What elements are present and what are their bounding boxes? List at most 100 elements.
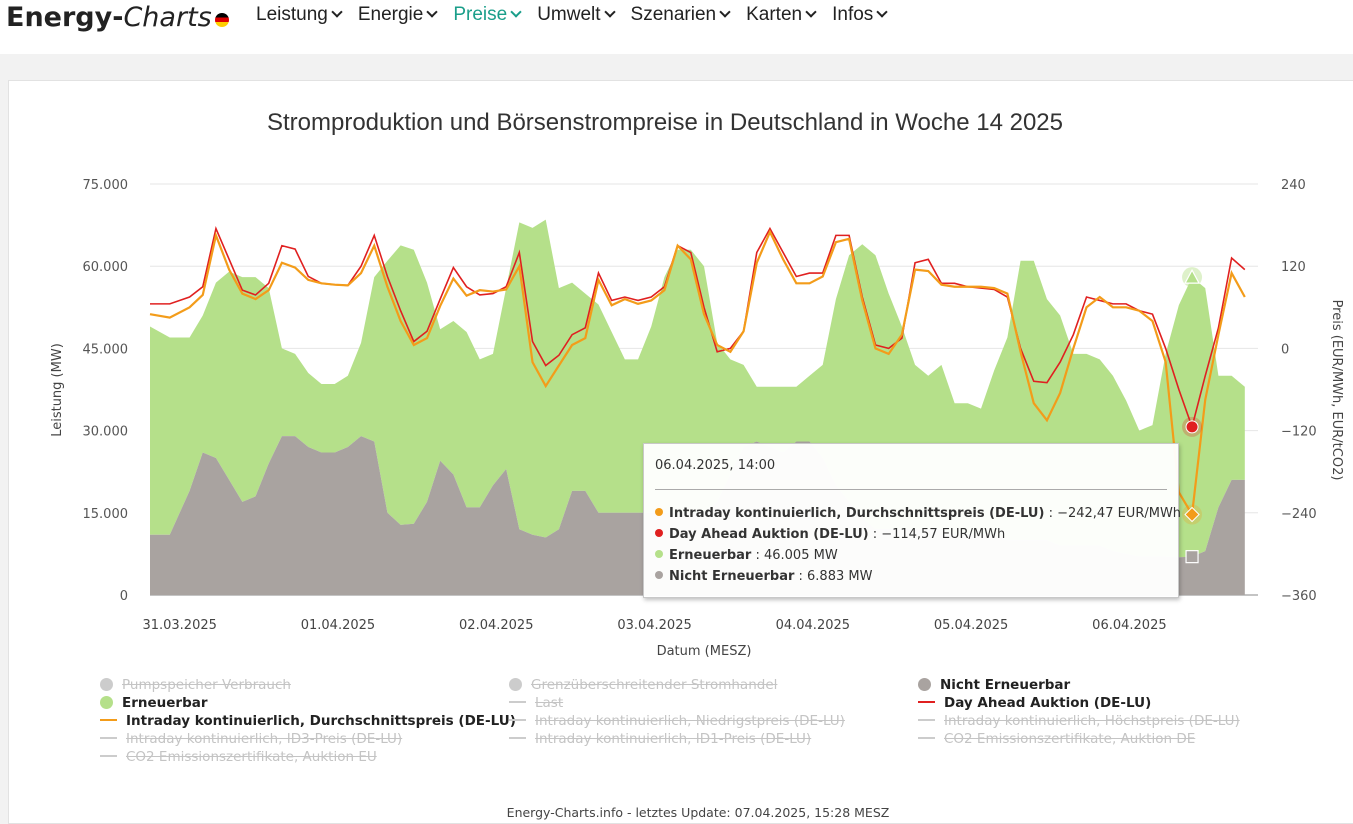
chart-title: Stromproduktion und Börsenstrompreise in… (267, 109, 1063, 136)
legend-line-icon (509, 701, 526, 703)
legend-dot-icon (918, 678, 931, 691)
menu-item-label: Energie (357, 4, 424, 25)
legend-item[interactable]: CO2 Emissionszertifikate, Auktion EU (100, 749, 377, 765)
x-axis-label: Datum (MESZ) (657, 644, 752, 659)
menu-item-leistung[interactable]: Leistung (256, 4, 343, 26)
tooltip-series-value: : 6.883 MW (794, 569, 873, 584)
menu-item-umwelt[interactable]: Umwelt (537, 4, 616, 26)
menu-item-label: Szenarien (630, 4, 717, 25)
legend-line-icon (509, 719, 526, 721)
menu-item-label: Umwelt (537, 4, 601, 25)
hover-marker-intraday (1184, 506, 1200, 523)
y-tick-label-right: 120 (1281, 260, 1306, 275)
x-tick-label: 31.03.2025 (142, 618, 216, 633)
menu-item-karten[interactable]: Karten (746, 4, 817, 26)
menu-item-energie[interactable]: Energie (357, 4, 439, 26)
menu-item-infos[interactable]: Infos (832, 4, 888, 26)
tooltip-series-dot-icon (655, 529, 663, 537)
legend-dot-icon (100, 678, 113, 691)
legend-item[interactable]: Intraday kontinuierlich, Niedrigstpreis … (509, 713, 845, 729)
legend-line-icon (509, 737, 526, 739)
menu-item-label: Leistung (256, 4, 328, 25)
menu-item-label: Preise (453, 4, 508, 25)
legend-item[interactable]: Pumpspeicher Verbrauch (100, 677, 291, 693)
legend-label: Day Ahead Auktion (DE-LU) (944, 695, 1152, 711)
hover-marker-nicht-erneuerbar (1185, 550, 1199, 564)
y-tick-label-right: −360 (1281, 589, 1317, 604)
legend-item[interactable]: Grenzüberschreitender Stromhandel (509, 677, 777, 693)
legend-label: CO2 Emissionszertifikate, Auktion EU (126, 749, 377, 765)
legend-label: Nicht Erneuerbar (940, 677, 1071, 693)
y-tick-label-left: 45.000 (83, 342, 129, 357)
main-menu: Leistung Energie Preise Umwelt Szenarien Kart… (256, 4, 903, 26)
legend-line-icon (918, 719, 935, 721)
footer-update-info: Energy-Charts.info - letztes Update: 07.… (506, 805, 890, 820)
tooltip-row: Intraday kontinuierlich, Durchschnittspr… (655, 506, 1181, 521)
legend-label: Last (535, 695, 564, 711)
y-tick-label-left: 15.000 (83, 507, 129, 522)
tooltip-row: Erneuerbar : 46.005 MW (655, 548, 838, 563)
y-axis-label-right: Preis (EUR/MWh, EUR/tCO2) (1329, 300, 1344, 481)
tooltip-series-value: : −242,47 EUR/MWh (1044, 506, 1182, 521)
tooltip-series-name: Nicht Erneuerbar (669, 569, 795, 584)
tooltip-row: Nicht Erneuerbar : 6.883 MW (655, 569, 872, 584)
y-axis-label-left: Leistung (MW) (50, 343, 65, 437)
legend-item[interactable]: CO2 Emissionszertifikate, Auktion DE (918, 731, 1195, 747)
legend-label: Erneuerbar (122, 695, 208, 711)
y-tick-label-left: 0 (120, 589, 128, 604)
legend-label: Intraday kontinuierlich, Höchstpreis (DE… (944, 713, 1240, 729)
german-flag-icon (214, 13, 229, 27)
legend-item[interactable]: Intraday kontinuierlich, Höchstpreis (DE… (918, 713, 1240, 729)
chart-tooltip: 06.04.2025, 14:00 Intraday kontinuierlic… (643, 443, 1181, 598)
legend-label: CO2 Emissionszertifikate, Auktion DE (944, 731, 1196, 747)
y-tick-label-left: 75.000 (83, 178, 129, 193)
legend-line-icon (100, 737, 117, 739)
tooltip-series-dot-icon (655, 571, 663, 579)
tooltip-series-name: Erneuerbar (669, 548, 752, 563)
hover-marker-erneuerbar (1184, 268, 1201, 284)
y-tick-label-left: 60.000 (83, 260, 129, 275)
y-tick-label-left: 30.000 (83, 425, 129, 440)
legend-line-icon (100, 755, 117, 757)
legend-item[interactable]: Intraday kontinuierlich, Durchschnittspr… (100, 713, 516, 729)
legend-item[interactable]: Intraday kontinuierlich, ID1-Preis (DE-L… (509, 731, 811, 747)
site-logo[interactable]: Energy-Charts (6, 2, 229, 33)
menu-item-label: Infos (832, 4, 874, 25)
logo-dash: - (112, 2, 124, 33)
tooltip-header: 06.04.2025, 14:00 (655, 458, 776, 473)
legend-label: Grenzüberschreitender Stromhandel (531, 677, 778, 693)
x-tick-label: 04.04.2025 (776, 618, 850, 633)
x-tick-label: 03.04.2025 (617, 618, 691, 633)
series-line-intraday-avg (149, 229, 1246, 518)
tooltip-series-name: Day Ahead Auktion (DE-LU) (669, 527, 869, 542)
legend-item[interactable]: Day Ahead Auktion (DE-LU) (918, 695, 1151, 711)
tooltip-separator (655, 489, 1167, 490)
logo-bold: Energy (6, 2, 113, 33)
menu-item-preise[interactable]: Preise (453, 4, 522, 26)
y-tick-label-right: −120 (1281, 425, 1317, 440)
legend-label: Intraday kontinuierlich, ID3-Preis (DE-L… (126, 731, 403, 747)
y-tick-label-right: −240 (1281, 507, 1317, 522)
legend-item[interactable]: Intraday kontinuierlich, ID3-Preis (DE-L… (100, 731, 402, 747)
logo-italic: Charts (123, 2, 212, 33)
legend-label: Intraday kontinuierlich, ID1-Preis (DE-L… (535, 731, 812, 747)
y-tick-label-right: 240 (1281, 178, 1306, 193)
x-tick-label: 02.04.2025 (459, 618, 533, 633)
tooltip-row: Day Ahead Auktion (DE-LU) : −114,57 EUR/… (655, 527, 1005, 542)
legend-item[interactable]: Nicht Erneuerbar (918, 677, 1070, 693)
legend-line-icon (100, 719, 117, 721)
tooltip-series-dot-icon (655, 508, 663, 516)
x-tick-label: 06.04.2025 (1092, 618, 1166, 633)
legend-label: Pumpspeicher Verbrauch (122, 677, 291, 693)
legend-dot-icon (100, 696, 113, 709)
x-tick-label: 05.04.2025 (934, 618, 1008, 633)
legend-dot-icon (509, 678, 522, 691)
tooltip-series-dot-icon (655, 550, 663, 558)
legend-label: Intraday kontinuierlich, Durchschnittspr… (126, 713, 516, 729)
menu-item-label: Karten (746, 4, 803, 25)
x-tick-label: 01.04.2025 (301, 618, 375, 633)
legend-item[interactable]: Erneuerbar (100, 695, 208, 711)
top-navigation: Energy-Charts Leistung Energie Preise Umwel… (0, 0, 1353, 54)
menu-item-szenarien[interactable]: Szenarien (630, 4, 731, 26)
legend-item[interactable]: Last (509, 695, 563, 711)
